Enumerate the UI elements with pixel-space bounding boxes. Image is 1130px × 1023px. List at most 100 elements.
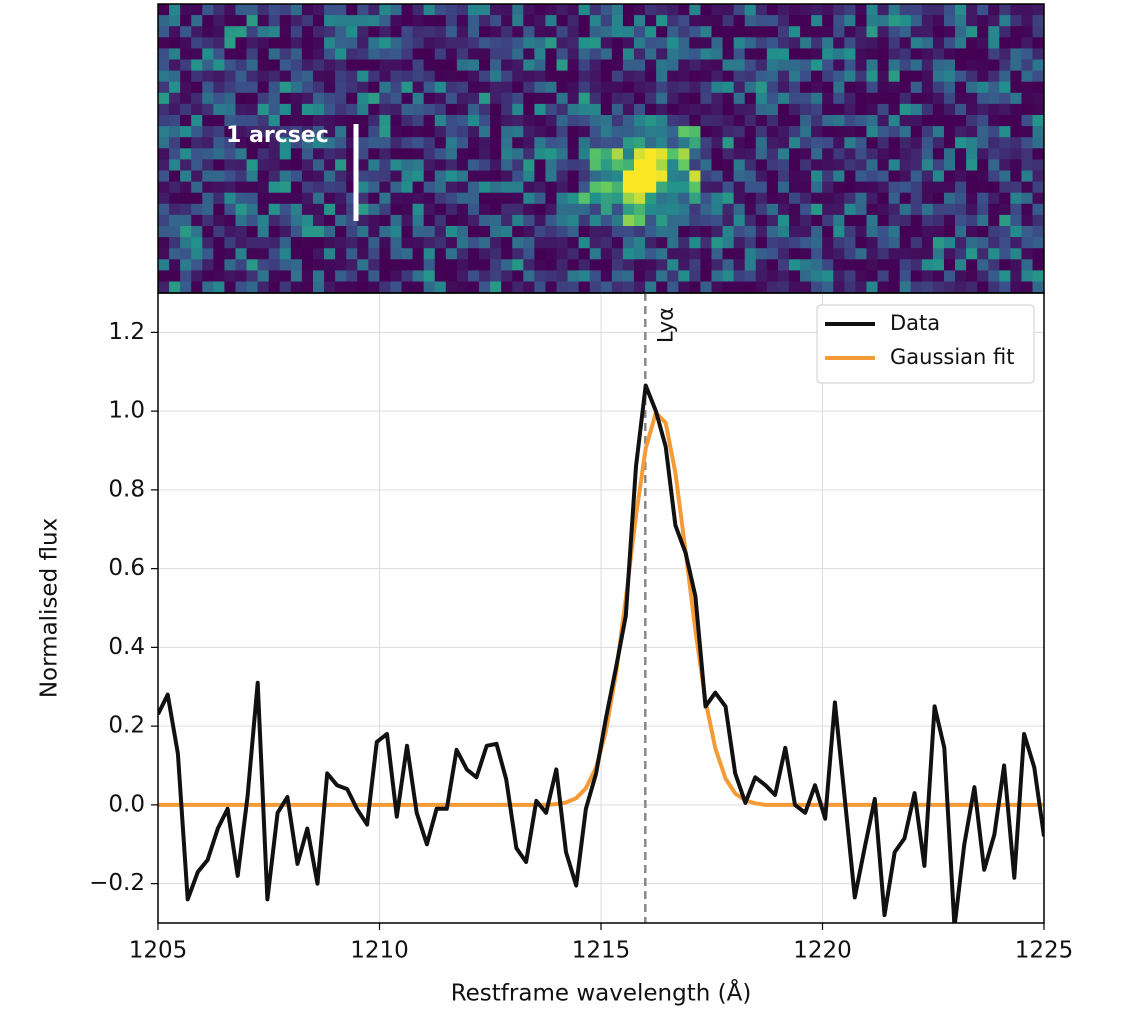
image-pixel <box>700 181 712 194</box>
image-pixel <box>656 192 668 205</box>
image-pixel <box>335 181 347 194</box>
image-pixel <box>512 248 524 260</box>
image-pixel <box>999 37 1011 49</box>
image-pixel <box>301 214 314 227</box>
image-pixel <box>567 4 580 16</box>
image-pixel <box>822 15 834 27</box>
image-pixel <box>301 126 314 138</box>
image-pixel <box>523 214 535 227</box>
image-pixel <box>722 4 735 16</box>
image-pixel <box>744 237 757 249</box>
image-pixel <box>290 126 303 138</box>
image-pixel <box>844 248 856 260</box>
image-pixel <box>556 214 569 227</box>
image-pixel <box>589 203 602 216</box>
image-pixel <box>899 237 912 249</box>
image-pixel <box>855 137 867 149</box>
image-pixel <box>811 59 823 72</box>
image-pixel <box>700 192 712 205</box>
image-pixel <box>368 281 380 294</box>
image-pixel <box>855 270 867 282</box>
image-pixel <box>445 92 458 105</box>
image-pixel <box>301 37 314 49</box>
image-pixel <box>180 192 192 205</box>
image-pixel <box>423 103 436 116</box>
image-pixel <box>202 248 214 260</box>
image-pixel <box>158 37 170 49</box>
image-pixel <box>324 70 336 83</box>
image-pixel <box>368 181 380 194</box>
image-pixel <box>445 237 458 249</box>
image-pixel <box>335 226 347 238</box>
image-pixel <box>467 92 480 105</box>
image-pixel <box>268 237 281 249</box>
image-pixel <box>589 103 602 116</box>
image-pixel <box>191 214 203 227</box>
image-pixel <box>335 70 347 83</box>
image-pixel <box>999 103 1011 116</box>
image-pixel <box>932 115 945 127</box>
image-pixel <box>257 192 270 205</box>
image-pixel <box>512 59 524 72</box>
image-pixel <box>999 92 1011 105</box>
image-pixel <box>855 237 867 249</box>
image-pixel <box>301 103 314 116</box>
image-pixel <box>988 203 1000 216</box>
image-pixel <box>467 148 480 160</box>
image-pixel <box>567 170 580 183</box>
image-pixel <box>545 4 558 16</box>
image-pixel <box>490 59 502 72</box>
image-pixel <box>445 259 458 271</box>
image-pixel <box>290 70 303 83</box>
image-pixel <box>467 270 480 282</box>
image-pixel <box>312 159 325 171</box>
image-pixel <box>877 59 890 72</box>
image-pixel <box>999 214 1011 227</box>
image-pixel <box>943 59 956 72</box>
image-pixel <box>977 159 989 171</box>
image-pixel <box>855 281 867 294</box>
image-pixel <box>866 281 879 294</box>
image-pixel <box>213 48 225 60</box>
image-pixel <box>456 137 469 149</box>
image-pixel <box>800 126 812 138</box>
image-pixel <box>479 270 491 282</box>
image-pixel <box>534 137 546 149</box>
image-pixel <box>733 248 746 260</box>
image-pixel <box>733 259 746 271</box>
image-pixel <box>800 237 812 249</box>
image-pixel <box>755 237 768 249</box>
image-pixel <box>833 203 845 216</box>
image-pixel <box>634 159 646 171</box>
image-pixel <box>634 170 646 183</box>
image-pixel <box>1032 192 1045 205</box>
image-pixel <box>788 203 801 216</box>
image-pixel <box>423 159 436 171</box>
image-pixel <box>645 37 657 49</box>
image-pixel <box>412 281 425 294</box>
image-pixel <box>877 48 890 60</box>
image-pixel <box>456 48 469 60</box>
image-pixel <box>368 148 380 160</box>
image-pixel <box>412 248 425 260</box>
image-pixel <box>246 70 259 83</box>
image-pixel <box>467 237 480 249</box>
image-pixel <box>988 15 1000 27</box>
image-pixel <box>722 137 735 149</box>
image-pixel <box>434 26 447 38</box>
image-pixel <box>556 281 569 294</box>
image-pixel <box>202 181 214 194</box>
image-pixel <box>169 248 181 260</box>
image-pixel <box>224 70 236 83</box>
image-pixel <box>1021 26 1034 38</box>
image-pixel <box>711 248 724 260</box>
image-pixel <box>611 281 624 294</box>
image-pixel <box>357 270 369 282</box>
image-pixel <box>932 92 945 105</box>
image-pixel <box>246 103 259 116</box>
image-pixel <box>622 126 635 138</box>
image-pixel <box>1010 48 1022 60</box>
image-pixel <box>788 237 801 249</box>
image-pixel <box>423 259 436 271</box>
image-pixel <box>966 115 978 127</box>
